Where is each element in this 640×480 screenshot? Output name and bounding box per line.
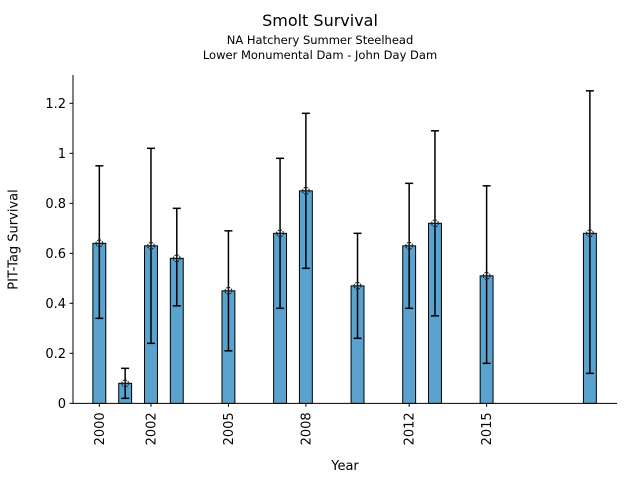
y-tick-label: 1.2 bbox=[45, 97, 66, 112]
marker-2019 bbox=[585, 229, 594, 238]
y-tick-label: 0.6 bbox=[45, 247, 66, 262]
marker-2002 bbox=[147, 241, 155, 250]
x-tick-label: 2015 bbox=[480, 412, 495, 445]
x-tick-label: 2002 bbox=[144, 412, 159, 445]
marker-2007 bbox=[276, 229, 285, 238]
x-tick-label: 2000 bbox=[93, 412, 108, 445]
x-tick-label: 2008 bbox=[299, 412, 314, 445]
y-tick-label: 1 bbox=[58, 147, 66, 162]
marker-2010 bbox=[353, 281, 362, 290]
chart-title: Smolt Survival bbox=[262, 11, 378, 30]
marker-2001 bbox=[121, 379, 130, 388]
y-tick-label: 0 bbox=[58, 397, 66, 412]
y-tick-label: 0.4 bbox=[45, 297, 66, 312]
x-axis-label: Year bbox=[331, 459, 359, 474]
y-tick-label: 0.2 bbox=[45, 347, 66, 362]
marker-2013 bbox=[431, 219, 439, 228]
chart-subtitle-species: NA Hatchery Summer Steelhead bbox=[226, 33, 414, 47]
x-tick-label: 2012 bbox=[403, 412, 418, 445]
chart-subtitle-reach: Lower Monumental Dam - John Day Dam bbox=[202, 48, 438, 62]
marker-2000 bbox=[95, 239, 104, 248]
y-tick-label: 0.8 bbox=[45, 197, 66, 212]
y-axis-label: PIT-Tag Survival bbox=[6, 189, 22, 290]
marker-2003 bbox=[172, 254, 181, 263]
marker-2015 bbox=[482, 271, 491, 280]
marker-2005 bbox=[224, 286, 233, 295]
x-tick-label: 2005 bbox=[222, 412, 237, 445]
marker-2008 bbox=[301, 186, 310, 195]
marker-2012 bbox=[405, 241, 414, 250]
